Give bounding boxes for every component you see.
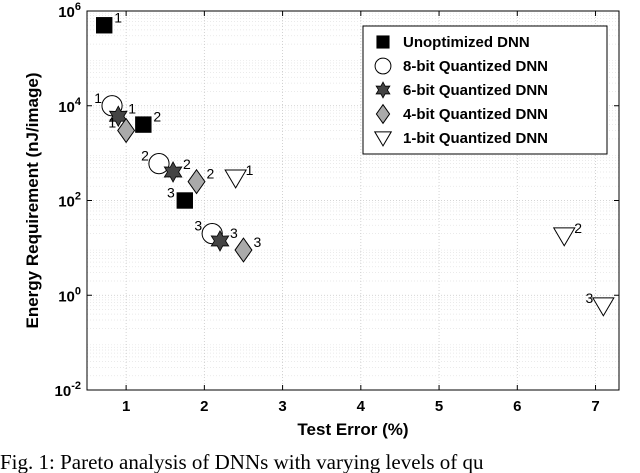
x-tick-label: 4 [357, 398, 366, 415]
point-label: 1 [94, 90, 102, 106]
point-4-bit-quantized-dnn [187, 168, 206, 195]
x-tick-label: 6 [513, 398, 521, 415]
point-label: 1 [246, 162, 254, 178]
x-axis-label: Test Error (%) [297, 420, 408, 439]
legend-entry: Unoptimized DNN [403, 34, 530, 51]
point-6-bit-quantized-dnn [163, 161, 183, 183]
x-tick-label: 7 [591, 398, 599, 415]
legend-entry: 1-bit Quantized DNN [403, 130, 548, 147]
legend: Unoptimized DNN 8-bit Quantized DNN 6-bit … [362, 25, 608, 155]
point-label: 1 [114, 9, 122, 25]
x-tick-label: 1 [122, 398, 130, 415]
point-1-bit-quantized-dnn [224, 169, 248, 189]
legend-box [362, 25, 608, 155]
y-axis-label: Energy Requirement (nJ/image) [23, 72, 42, 328]
y-tick-label: 102 [58, 191, 81, 211]
point-label: 1 [108, 115, 116, 131]
legend-marker [374, 57, 392, 75]
point-label: 2 [153, 109, 161, 125]
legend-marker [375, 81, 391, 99]
legend-marker [376, 35, 390, 49]
y-tick-label: 106 [58, 1, 81, 21]
point-label: 3 [586, 290, 594, 306]
legend-marker [375, 103, 391, 125]
point-label: 3 [194, 218, 202, 234]
point-6-bit-quantized-dnn [210, 230, 230, 252]
x-tick-label: 5 [435, 398, 443, 415]
point-label: 2 [141, 148, 149, 164]
point-label: 3 [253, 234, 261, 250]
point-4-bit-quantized-dnn [117, 117, 136, 144]
point-label: 3 [230, 225, 238, 241]
y-tick-label: 100 [58, 285, 81, 305]
legend-entry: 6-bit Quantized DNN [403, 82, 548, 99]
y-tick-label: 10-2 [55, 380, 81, 400]
point-4-bit-quantized-dnn [234, 237, 253, 263]
point-label: 1 [128, 100, 136, 116]
major-grid [87, 10, 619, 391]
y-tick-label: 104 [58, 96, 82, 116]
point-unoptimized-dnn [135, 116, 152, 133]
legend-entry: 4-bit Quantized DNN [403, 106, 548, 123]
point-8-bit-quantized-dnn [148, 153, 170, 175]
point-label: 2 [574, 220, 582, 236]
legend-entry: 8-bit Quantized DNN [403, 58, 548, 75]
point-label: 3 [167, 185, 175, 201]
x-tick-label: 2 [200, 398, 208, 415]
figure-caption: Fig. 1: Pareto analysis of DNNs with var… [0, 450, 484, 473]
legend-marker [373, 131, 393, 147]
point-1-bit-quantized-dnn [552, 227, 576, 247]
point-1-bit-quantized-dnn [591, 297, 615, 317]
point-label: 2 [207, 166, 215, 182]
point-unoptimized-dnn [176, 192, 193, 209]
point-unoptimized-dnn [96, 17, 113, 34]
x-tick-label: 3 [278, 398, 286, 415]
point-6-bit-quantized-dnn [108, 105, 128, 128]
point-label: 2 [183, 156, 191, 172]
